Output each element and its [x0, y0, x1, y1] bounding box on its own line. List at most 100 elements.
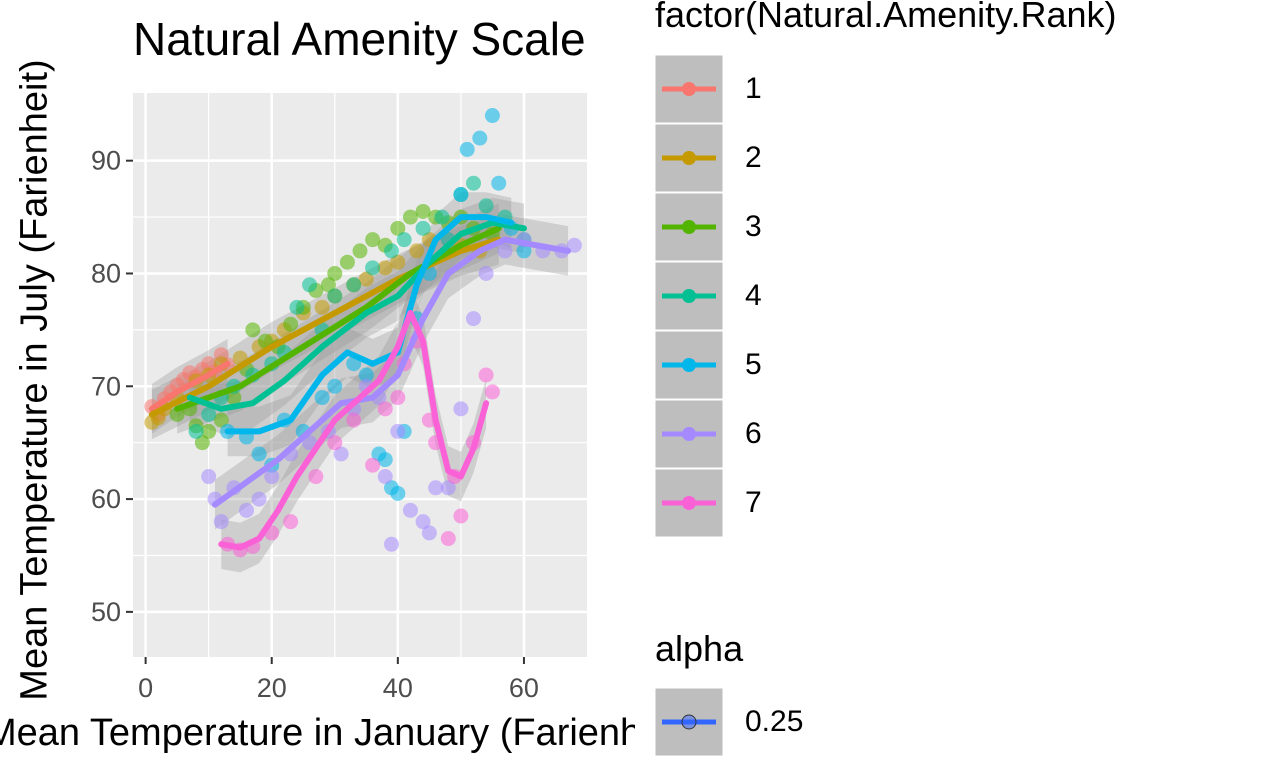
data-point-6 [333, 446, 349, 462]
y-tick-label: 80 [91, 258, 121, 288]
smooth-line-7 [218, 309, 490, 551]
data-point-4 [289, 299, 305, 315]
data-point-5 [459, 141, 475, 157]
data-point-6 [201, 469, 217, 485]
data-point-3 [327, 265, 343, 281]
data-point-5 [251, 446, 267, 462]
data-point-6 [566, 237, 582, 253]
data-point-3 [194, 435, 210, 451]
data-point-6 [384, 536, 400, 552]
data-point-4 [365, 260, 381, 276]
data-point-4 [327, 288, 343, 304]
data-point-2 [390, 254, 406, 270]
data-point-7 [308, 469, 324, 485]
data-point-5 [314, 390, 330, 406]
y-tick-label: 90 [91, 146, 121, 176]
data-point-6 [402, 502, 418, 518]
data-point-4 [415, 220, 431, 236]
legend-dot-3 [682, 220, 696, 234]
data-point-5 [491, 175, 507, 191]
legend-label-3: 3 [745, 210, 762, 243]
legend-label-1: 1 [745, 72, 762, 105]
smooth-line-1 [148, 360, 231, 412]
data-point-6 [421, 525, 437, 541]
data-point-5 [377, 452, 393, 468]
data-point-7 [346, 412, 362, 428]
legend-color-title: factor(Natural.Amenity.Rank) [655, 0, 1117, 35]
data-point-4 [302, 277, 318, 293]
x-tick-label: 20 [257, 673, 287, 703]
data-point-6 [466, 311, 481, 327]
legend-alpha-label: 0.25 [745, 705, 804, 738]
data-point-6 [264, 469, 280, 485]
data-point-3 [339, 254, 355, 270]
data-point-3 [169, 406, 185, 422]
data-point-4 [396, 232, 412, 248]
data-point-6 [251, 491, 267, 507]
data-point-3 [320, 277, 336, 293]
chart-title: Natural Amenity Scale [133, 13, 586, 65]
data-point-5 [358, 367, 374, 383]
data-point-7 [365, 457, 381, 473]
data-point-6 [478, 265, 494, 281]
x-tick-label: 0 [138, 673, 153, 703]
data-point-4 [478, 198, 494, 214]
smooth-line-4 [186, 219, 527, 412]
x-tick-label: 40 [383, 673, 413, 703]
data-point-7 [390, 390, 406, 406]
data-point-4 [384, 243, 400, 259]
x-tick-label: 60 [509, 673, 539, 703]
legend-alpha-title: alpha [655, 628, 744, 669]
data-point-4 [201, 406, 217, 422]
confidence-band-6 [214, 214, 569, 530]
legend-label-5: 5 [745, 348, 762, 381]
legend-label-7: 7 [745, 486, 762, 519]
y-tick-label: 70 [91, 371, 121, 401]
data-point-7 [440, 531, 456, 547]
data-point-3 [283, 316, 299, 332]
data-point-6 [453, 401, 469, 417]
data-point-4 [434, 209, 450, 225]
y-tick-label: 60 [91, 484, 121, 514]
data-point-7 [327, 435, 343, 451]
data-point-6 [302, 435, 318, 451]
data-point-3 [365, 232, 381, 248]
data-point-3 [352, 243, 368, 259]
legend-label-2: 2 [745, 141, 762, 174]
smooth-line-5 [224, 214, 515, 435]
legend-dot-1 [682, 82, 696, 96]
data-point-2 [409, 243, 425, 259]
legend-label-6: 6 [745, 417, 762, 450]
data-point-3 [226, 390, 242, 406]
data-point-3 [245, 322, 261, 338]
data-point-3 [390, 220, 406, 236]
data-point-5 [453, 187, 469, 203]
data-point-3 [402, 209, 418, 225]
legend-dot-7 [682, 496, 696, 510]
data-point-7 [484, 384, 500, 400]
data-point-4 [466, 175, 481, 191]
data-point-6 [440, 480, 456, 496]
data-point-7 [478, 367, 494, 383]
data-point-4 [346, 277, 362, 293]
data-point-5 [472, 130, 488, 146]
confidence-band-7 [221, 288, 487, 573]
data-point-6 [497, 243, 513, 259]
smooth-line-2 [148, 236, 502, 418]
data-point-6 [239, 502, 254, 518]
data-point-4 [188, 423, 204, 439]
data-point-3 [415, 203, 431, 219]
legend-dot-5 [682, 358, 696, 372]
data-point-6 [428, 480, 444, 496]
data-point-7 [283, 514, 299, 530]
legend-dot-alpha [681, 714, 697, 730]
data-point-2 [358, 271, 374, 287]
data-point-6 [213, 514, 229, 530]
data-point-3 [201, 423, 217, 439]
x-axis-label: Mean Temperature in January (Farienheit) [0, 712, 635, 754]
smooth-line-3 [174, 225, 502, 412]
data-point-5 [327, 378, 343, 394]
data-point-7 [377, 401, 393, 417]
data-point-3 [213, 412, 229, 428]
